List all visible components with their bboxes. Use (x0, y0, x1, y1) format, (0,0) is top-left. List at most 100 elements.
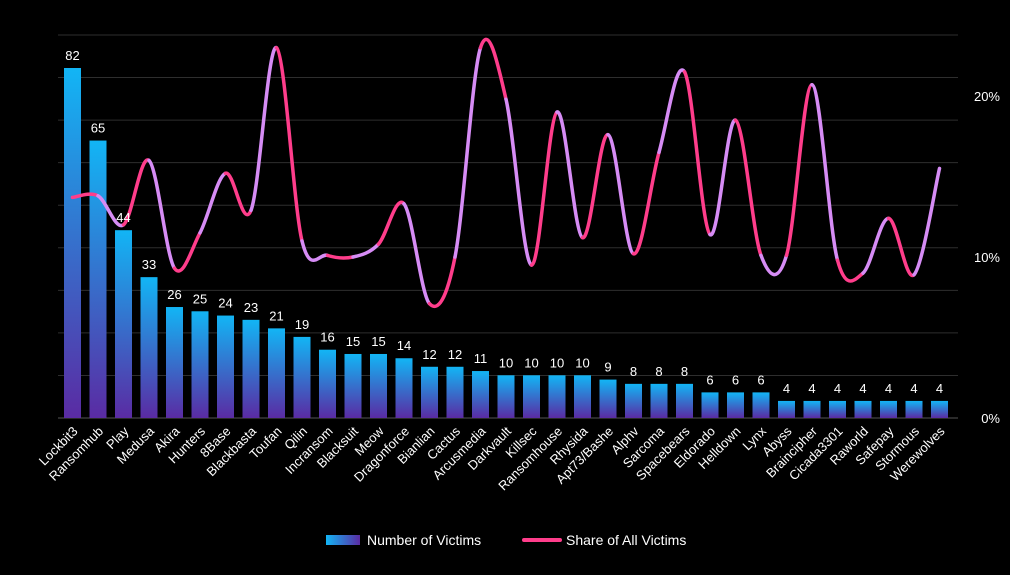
bar-value-label: 4 (910, 381, 917, 396)
bar-8base (217, 315, 234, 418)
share-line-segment (657, 68, 687, 155)
bar-value-label: 15 (346, 334, 360, 349)
bar-value-label: 12 (422, 347, 436, 362)
share-line-segment (147, 158, 177, 271)
bar-ransomhouse (548, 375, 566, 418)
share-line (70, 37, 942, 309)
share-line-segment (249, 45, 279, 213)
bar-safepay (880, 400, 897, 418)
bar-lockbit3 (64, 68, 81, 418)
bar-cactus (446, 366, 464, 418)
share-line-segment (223, 171, 253, 217)
bar-value-label: 10 (524, 355, 538, 370)
bar-value-label: 8 (681, 364, 688, 379)
legend-label-victims: Number of Victims (367, 532, 481, 548)
bar-value-label: 4 (808, 381, 815, 396)
bar-value-label: 4 (834, 381, 841, 396)
bar-value-label: 16 (320, 330, 334, 345)
share-line-segment (96, 194, 126, 228)
share-line-segment (733, 118, 763, 258)
share-line-segment (759, 253, 789, 277)
share-line-segment (708, 118, 738, 237)
bar-abyss (778, 400, 795, 418)
bar-eldorado (701, 392, 719, 418)
bar-value-label: 21 (269, 308, 283, 323)
bar-rhysida (574, 375, 591, 418)
share-line-segment (606, 132, 636, 256)
bar-apt73-bashe (599, 379, 617, 418)
bar-value-label: 65 (91, 121, 105, 136)
share-line-segment (784, 82, 814, 258)
share-line-segment (861, 216, 891, 275)
share-line-segment (376, 200, 406, 246)
bar-value-label: 25 (193, 291, 207, 306)
bar-alphv (625, 383, 642, 418)
bar-spacebears (676, 383, 693, 418)
share-line-segment (478, 37, 508, 101)
bar-value-label: 44 (116, 210, 130, 225)
bar-value-label: 26 (167, 287, 181, 302)
bar-hunters (191, 311, 209, 418)
bar-incransom (319, 349, 336, 418)
bar-value-label: 9 (604, 360, 611, 375)
bar-cicada3301 (829, 400, 846, 418)
share-line-segment (427, 255, 457, 309)
bar-value-label: 4 (936, 381, 943, 396)
bar-braincipher (803, 400, 821, 418)
bar-value-label: 82 (65, 48, 79, 63)
bar-value-label: 10 (550, 355, 564, 370)
bar-value-label: 6 (706, 372, 713, 387)
bar-dragonforce (395, 358, 413, 418)
bar-value-label: 8 (655, 364, 662, 379)
bar-werewolves (931, 400, 948, 418)
bar-ransomhub (89, 140, 107, 418)
share-line-segment (912, 166, 942, 277)
share-line-segment (529, 110, 559, 267)
legend-label-share: Share of All Victims (566, 532, 686, 548)
bar-value-label: 23 (244, 300, 258, 315)
right-axis-tick-label: 0% (981, 411, 1000, 426)
bar-value-label: 4 (783, 381, 790, 396)
share-line-segment (70, 192, 100, 200)
share-line-segment (886, 216, 916, 277)
bar-akira (166, 307, 183, 418)
share-line-segment (453, 45, 483, 259)
share-line-segment (810, 82, 840, 262)
bar-arcusmedia (472, 371, 489, 418)
share-line-segment (504, 97, 534, 267)
right-axis: 0% 10% 20% (974, 89, 1000, 426)
share-line-segment (351, 242, 381, 259)
share-line-segment (172, 231, 202, 273)
bar-value-label: 6 (757, 372, 764, 387)
bar-sarcoma (650, 383, 668, 418)
bar-value-label: 12 (448, 347, 462, 362)
bar-bianlian (421, 366, 438, 418)
bar-helldown (727, 392, 744, 418)
bar-darkvault (497, 375, 515, 418)
bar-value-label: 14 (397, 338, 411, 353)
bars (64, 68, 948, 418)
bar-killsec (523, 375, 540, 418)
bar-value-label: 33 (142, 257, 156, 272)
bar-blacksuit (344, 353, 362, 418)
bar-value-label: 19 (295, 317, 309, 332)
legend: Number of Victims Share of All Victims (326, 532, 686, 548)
bar-qilin (293, 336, 311, 418)
share-line-segment (835, 258, 865, 283)
share-line-segment (580, 132, 610, 240)
bar-value-label: 4 (859, 381, 866, 396)
share-line-segment (555, 110, 585, 240)
bar-value-label: 8 (630, 364, 637, 379)
bar-raworld (854, 400, 872, 418)
share-line-segment (631, 150, 661, 256)
share-line-segment (274, 45, 304, 243)
bar-value-label: 15 (371, 334, 385, 349)
bar-toufan (268, 328, 285, 418)
right-axis-tick-label: 10% (974, 250, 1000, 265)
share-line-segment (121, 158, 151, 227)
bar-play (115, 230, 132, 418)
share-line-segment (300, 239, 330, 263)
bar-value-label: 4 (885, 381, 892, 396)
